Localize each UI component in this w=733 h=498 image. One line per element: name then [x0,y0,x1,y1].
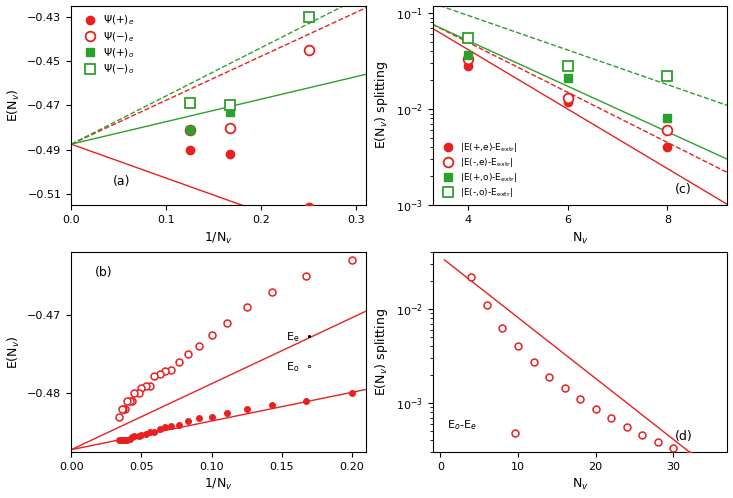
Y-axis label: E(N$_v$) splitting: E(N$_v$) splitting [373,308,391,396]
Text: (a): (a) [112,175,130,188]
Legend: $\Psi(+)_e$, $\Psi(-)_e$, $\Psi(+)_o$, $\Psi(-)_o$: $\Psi(+)_e$, $\Psi(-)_e$, $\Psi(+)_o$, $… [76,11,138,79]
Text: $\rm E_e$  $\bullet$: $\rm E_e$ $\bullet$ [287,330,313,344]
Text: (c): (c) [674,183,691,196]
Text: $\rm E_o$  $\circ$: $\rm E_o$ $\circ$ [287,360,313,374]
X-axis label: 1/N$_v$: 1/N$_v$ [204,478,233,493]
Y-axis label: E(N$_v$): E(N$_v$) [6,89,22,122]
Y-axis label: E(N$_v$) splitting: E(N$_v$) splitting [373,61,391,149]
X-axis label: N$_v$: N$_v$ [572,478,589,493]
X-axis label: N$_v$: N$_v$ [572,231,589,246]
X-axis label: 1/N$_v$: 1/N$_v$ [204,231,233,246]
Text: E$_o$-E$_e$: E$_o$-E$_e$ [447,418,477,432]
Text: (b): (b) [95,266,112,279]
Legend: |E(+,e)-E$_{\rm extr}$|, |E(-,e)-E$_{\rm extr}$|, |E(+,o)-E$_{\rm extr}$|, |E(-,: |E(+,e)-E$_{\rm extr}$|, |E(-,e)-E$_{\rm… [437,139,519,201]
Text: (d): (d) [674,430,692,443]
Y-axis label: E(N$_v$): E(N$_v$) [6,336,22,369]
